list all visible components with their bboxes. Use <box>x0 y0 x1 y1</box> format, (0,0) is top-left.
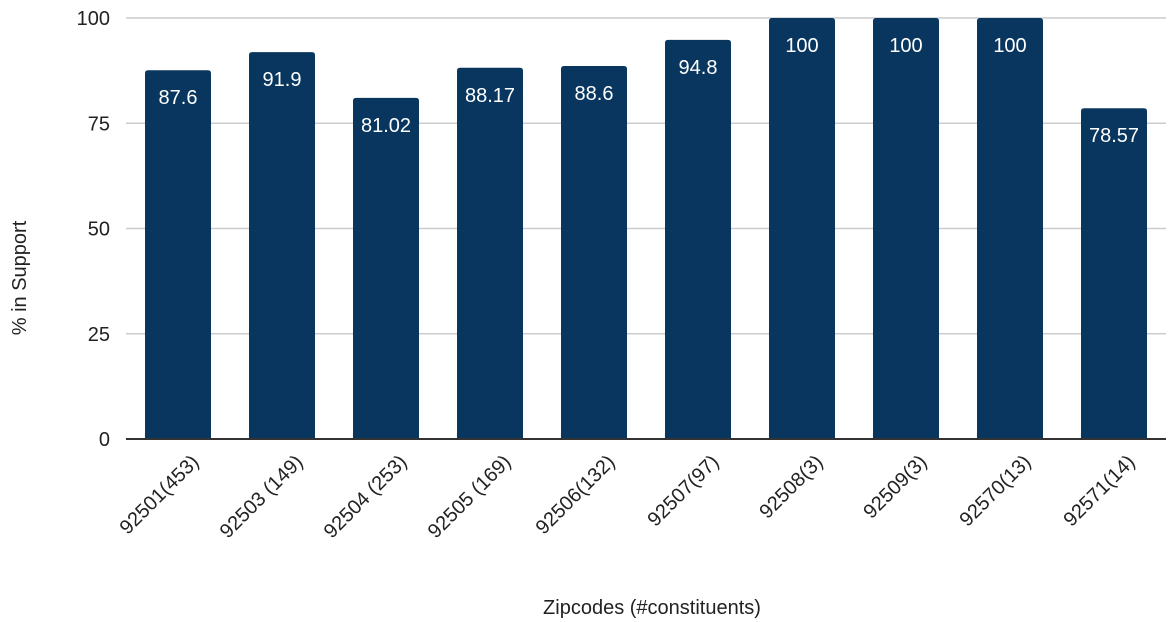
data-label: 88.6 <box>575 83 614 105</box>
bar <box>561 65 627 439</box>
x-tick-label: 92507(97) <box>643 451 723 531</box>
x-tick-label: 92501(453) <box>116 451 204 539</box>
bar <box>873 18 939 439</box>
data-labels: 87.6 91.9 81.02 88.17 88.6 94.8 100 100 100 78.57 <box>159 35 1140 147</box>
x-tick-label: 92570(13) <box>955 451 1035 531</box>
y-tick-labels: 0 25 50 75 100 <box>77 8 110 451</box>
bar <box>769 18 835 439</box>
bar <box>249 52 315 439</box>
x-tick-label: 92504 (253) <box>320 451 412 543</box>
data-label: 100 <box>785 35 818 57</box>
data-label: 88.17 <box>465 85 515 107</box>
x-tick-label: 92571(14) <box>1059 451 1139 531</box>
data-label: 91.9 <box>263 69 302 91</box>
data-label: 100 <box>889 35 922 57</box>
bar <box>665 39 731 439</box>
bar <box>353 97 419 440</box>
y-tick-label: 75 <box>88 113 110 135</box>
y-axis-title: % in Support <box>9 220 31 335</box>
x-tick-label: 92505 (169) <box>424 451 516 543</box>
y-tick-label: 50 <box>88 219 110 241</box>
x-axis-title: Zipcodes (#constituents) <box>543 597 761 619</box>
bars <box>145 18 1147 440</box>
x-tick-label: 92509(3) <box>859 451 931 523</box>
bar <box>457 67 523 440</box>
y-tick-label: 25 <box>88 324 110 346</box>
bar <box>1081 108 1147 439</box>
data-label: 94.8 <box>679 57 718 79</box>
y-tick-label: 100 <box>77 8 110 30</box>
y-tick-label: 0 <box>99 429 110 451</box>
data-label: 81.02 <box>361 115 411 137</box>
x-tick-label: 92503 (149) <box>216 451 308 543</box>
data-label: 78.57 <box>1089 125 1139 147</box>
x-tick-label: 92508(3) <box>755 451 827 523</box>
bar <box>145 70 211 439</box>
x-tick-label: 92506(132) <box>532 451 620 539</box>
data-label: 87.6 <box>159 87 198 109</box>
x-tick-labels: 92501(453) 92503 (149) 92504 (253) 92505 (1… <box>116 451 1140 543</box>
data-label: 100 <box>993 35 1026 57</box>
bar <box>977 18 1043 439</box>
